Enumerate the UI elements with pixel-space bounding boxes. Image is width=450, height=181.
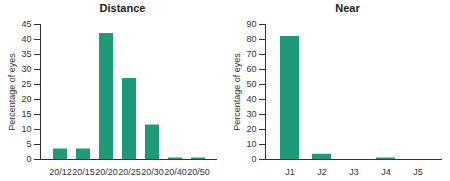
svg-text:20/40: 20/40 [164, 167, 187, 177]
svg-text:0: 0 [251, 154, 256, 164]
svg-text:20/30: 20/30 [141, 167, 164, 177]
svg-text:20/20: 20/20 [95, 167, 118, 177]
svg-text:20: 20 [21, 94, 31, 104]
svg-text:0: 0 [26, 154, 31, 164]
svg-text:60: 60 [246, 64, 256, 74]
html-text:Near: Near [335, 2, 360, 14]
svg-text:25: 25 [21, 79, 31, 89]
svg-text:30: 30 [21, 64, 31, 74]
svg-text:10: 10 [21, 124, 31, 134]
svg-text:15: 15 [21, 109, 31, 119]
svg-text:20: 20 [246, 124, 256, 134]
svg-text:Percentage of eyes: Percentage of eyes [7, 53, 17, 131]
svg-text:30: 30 [246, 109, 256, 119]
svg-text:40: 40 [246, 94, 256, 104]
svg-text:J2: J2 [317, 167, 327, 177]
svg-text:Percentage of eyes: Percentage of eyes [232, 53, 242, 131]
html-text:Distance: Distance [99, 2, 146, 14]
svg-text:20/50: 20/50 [187, 167, 210, 177]
svg-text:5: 5 [26, 139, 31, 149]
svg-text:20/15: 20/15 [72, 167, 95, 177]
svg-text:J4: J4 [381, 167, 391, 177]
svg-text:J1: J1 [285, 167, 295, 177]
svg-text:20/25: 20/25 [118, 167, 141, 177]
svg-text:80: 80 [246, 34, 256, 44]
svg-text:50: 50 [246, 79, 256, 89]
svg-text:45: 45 [21, 19, 31, 29]
svg-text:20/12: 20/12 [49, 167, 72, 177]
svg-text:10: 10 [246, 139, 256, 149]
svg-text:90: 90 [246, 19, 256, 29]
svg-text:J3: J3 [349, 167, 359, 177]
svg-text:40: 40 [21, 34, 31, 44]
svg-text:J5: J5 [413, 167, 423, 177]
svg-text:35: 35 [21, 49, 31, 59]
svg-text:70: 70 [246, 49, 256, 59]
